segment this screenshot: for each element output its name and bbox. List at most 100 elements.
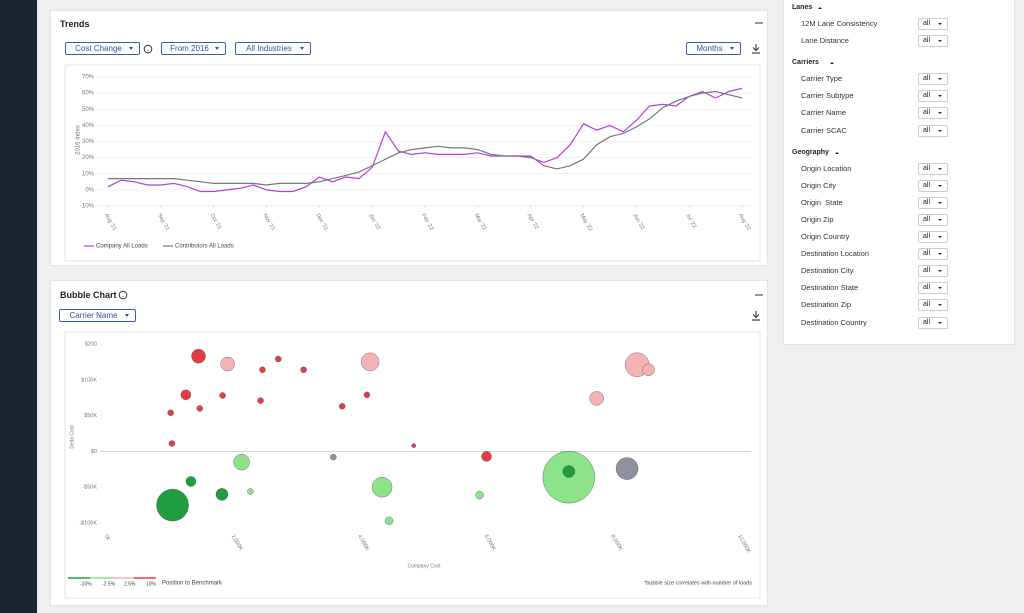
filter-label: Carrier Name (801, 108, 847, 118)
legend-label: 2.5% (124, 581, 136, 587)
filter-select[interactable]: all (918, 18, 948, 30)
filter-select[interactable]: all (918, 35, 948, 48)
legend-title: Position to Benchmark (162, 581, 223, 587)
y-axis-label: 2016 Index (76, 125, 82, 155)
filter-select[interactable]: all (918, 231, 948, 243)
line-series (108, 90, 743, 186)
x-tick-label: Jun '22 (631, 213, 645, 231)
filter-label: Origin State (801, 197, 843, 207)
filter-label: Origin Location (801, 163, 852, 173)
bubble (220, 356, 235, 372)
bubble (180, 389, 192, 401)
bubble (481, 451, 492, 462)
filter-select[interactable]: all (918, 162, 948, 175)
filter-label: Destination Country (801, 317, 867, 327)
filter-select[interactable]: all (918, 196, 948, 209)
y-tick-label: 10% (82, 171, 95, 177)
y-tick-label: $100K (81, 377, 97, 383)
y-tick-label: $0 (91, 449, 97, 455)
caret (830, 62, 835, 65)
bubble (371, 476, 393, 498)
filter-select[interactable]: all (918, 90, 948, 103)
x-tick-label: May '22 (579, 213, 594, 233)
filter-select[interactable]: all (918, 282, 948, 295)
y-tick-label: 20% (82, 155, 95, 161)
filter-label: Destination Zip (801, 300, 852, 310)
dropdown[interactable]: All Industries (235, 42, 311, 55)
section-title: Geography (792, 148, 829, 156)
x-tick-label: Nov '21 (262, 213, 276, 232)
bubble-frame (64, 331, 761, 599)
bubble (215, 488, 229, 501)
y-tick-label: -$100K (79, 520, 97, 526)
y-tick-label: 0% (85, 187, 94, 193)
help-icon[interactable] (118, 290, 128, 300)
filter-select[interactable]: all (918, 213, 948, 226)
y-tick-label: 30% (82, 139, 95, 145)
sidebar (783, 0, 1015, 345)
download-icon[interactable] (752, 311, 760, 321)
filter-select[interactable]: all (918, 248, 948, 261)
bubble (338, 403, 346, 410)
legend-label: -10% (80, 581, 92, 587)
trends-title: Trends (60, 19, 90, 29)
x-tick-label: Aug '22 (737, 213, 751, 232)
bubble (589, 391, 604, 406)
x-tick-label: Oct '21 (209, 213, 223, 231)
filter-select[interactable]: all (918, 316, 948, 329)
bubble (642, 363, 655, 377)
y-tick-label: 60% (82, 91, 95, 97)
bubble (168, 440, 176, 447)
filter-label: Origin Country (801, 232, 850, 241)
filter-select[interactable]: all (918, 124, 948, 137)
x-tick-label: Dec '21 (314, 213, 328, 232)
filter-label: Origin City (801, 180, 837, 190)
y-tick-label: -$50K (82, 485, 97, 491)
filter-label: Origin Zip (801, 214, 834, 224)
bubble (167, 409, 174, 416)
legend-label: Company All Loads (96, 244, 148, 250)
bubble (615, 457, 639, 480)
x-tick-label: 10,000K (736, 534, 752, 555)
legend-label: 10% (146, 581, 157, 587)
filter-select[interactable]: all (918, 73, 948, 86)
dropdown[interactable]: From 2016 (161, 42, 226, 55)
bubble (411, 443, 416, 448)
download-icon[interactable] (752, 44, 760, 54)
bubble (233, 453, 250, 471)
caret (834, 151, 839, 154)
filter-label: Destination City (801, 266, 854, 276)
bubble (300, 366, 307, 374)
x-tick-label: 4,000K (356, 534, 370, 552)
x-tick-label: Apr '22 (526, 213, 540, 231)
bubble (475, 490, 484, 500)
filter-label: 12M Lane Consistency (801, 19, 878, 28)
section-title: Lanes (792, 4, 813, 11)
x-tick-label: Mar '22 (473, 213, 487, 232)
x-axis-label: Company Cost (407, 563, 441, 569)
bubble (259, 366, 266, 374)
line-series (107, 87, 743, 193)
filter-label: Destination State (801, 283, 859, 293)
dropdown[interactable]: Carrier Name (59, 309, 136, 322)
filter-label: Carrier SCAC (801, 125, 847, 135)
dropdown[interactable]: Cost Change (65, 42, 140, 55)
dropdown[interactable]: Months (686, 42, 741, 55)
bubble (196, 405, 204, 412)
y-tick-label: 50% (82, 107, 95, 113)
help-icon[interactable] (143, 44, 153, 54)
filter-select[interactable]: all (918, 107, 948, 120)
x-tick-label: Aug '21 (103, 213, 117, 232)
bubble (185, 476, 197, 487)
bubble (330, 453, 337, 461)
bubble (257, 397, 264, 404)
bubble (562, 465, 576, 478)
y-axis-label: Delta Cost (69, 425, 75, 449)
x-tick-label: Feb '22 (420, 213, 434, 232)
x-tick-label: 6,000K (483, 534, 497, 552)
filter-select[interactable]: all (918, 179, 948, 192)
filter-select[interactable]: all (918, 299, 948, 312)
filter-label: Destination Location (801, 249, 869, 259)
filter-select[interactable]: all (918, 265, 948, 278)
